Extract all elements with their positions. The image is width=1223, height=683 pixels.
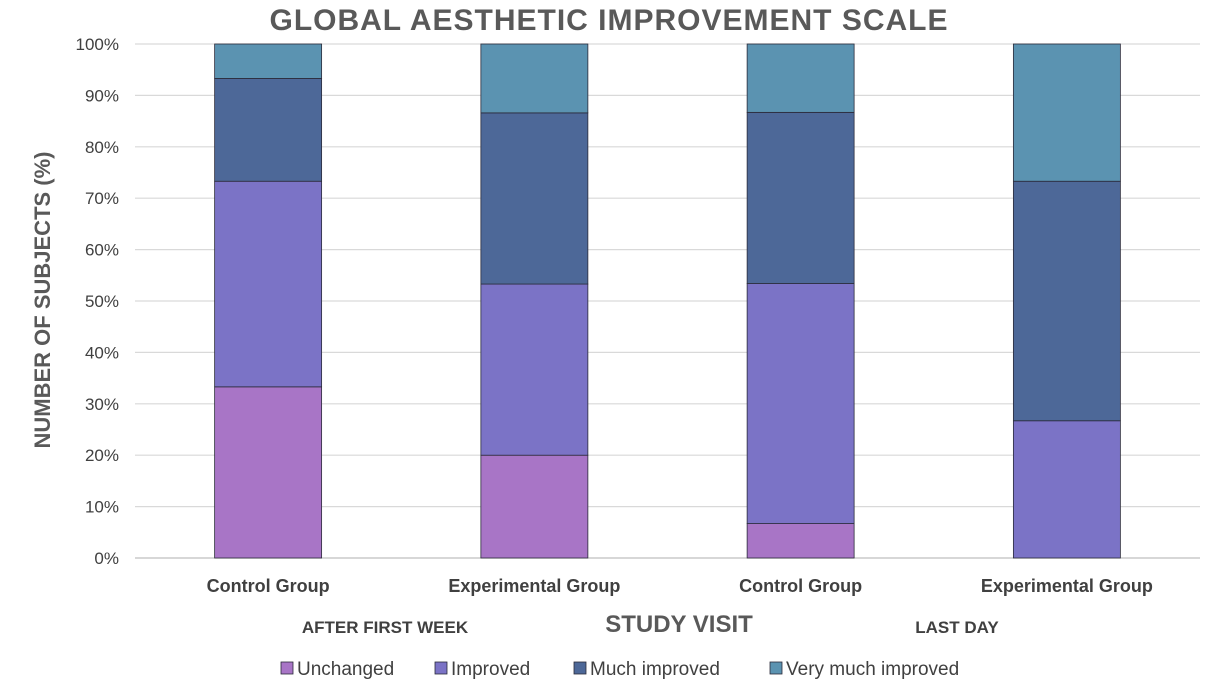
bar-segment-much-improved xyxy=(1012,180,1121,422)
x-category-label: Control Group xyxy=(207,576,330,596)
bar-segment-very-much-improved xyxy=(214,43,323,79)
bars xyxy=(214,43,1121,559)
x-axis-label: STUDY VISIT xyxy=(605,611,753,638)
y-tick-label: 10% xyxy=(85,498,119,517)
legend-label: Unchanged xyxy=(297,659,394,680)
legend-swatch xyxy=(434,661,448,675)
legend: Unchanged Improved Much improved Very much … xyxy=(280,659,959,680)
bar-segment-improved xyxy=(746,283,855,524)
bar-segment-much-improved xyxy=(214,78,323,182)
x-category-label: Experimental Group xyxy=(981,576,1153,596)
y-tick-label: 50% xyxy=(85,292,119,311)
x-category-label: Experimental Group xyxy=(448,576,620,596)
y-tick-label: 20% xyxy=(85,446,119,465)
x-category-label: Control Group xyxy=(739,576,862,596)
legend-label: Very much improved xyxy=(786,659,959,680)
y-axis-label: NUMBER OF SUBJECTS (%) xyxy=(30,151,55,448)
bar-segment-much-improved xyxy=(746,111,855,284)
bar-segment-very-much-improved xyxy=(1012,43,1121,182)
bar-segment-improved xyxy=(1012,420,1121,559)
y-tick-label: 40% xyxy=(85,343,119,362)
x-axis-categories: Control Group Experimental Group Control G… xyxy=(207,576,1153,596)
x-axis-groups: AFTER FIRST WEEK LAST DAY xyxy=(302,618,999,637)
chart-title: GLOBAL AESTHETIC IMPROVEMENT SCALE xyxy=(269,4,948,37)
legend-swatch xyxy=(769,661,783,675)
y-tick-label: 80% xyxy=(85,138,119,157)
legend-label: Improved xyxy=(451,659,530,680)
bar-segment-improved xyxy=(480,283,589,456)
y-tick-label: 100% xyxy=(76,35,119,54)
y-axis-ticks: 0% 10% 20% 30% 40% 50% 60% 70% 80% 90% 100% xyxy=(76,35,119,568)
y-tick-label: 30% xyxy=(85,395,119,414)
bar-segment-much-improved xyxy=(480,112,589,285)
bar-segment-very-much-improved xyxy=(746,43,855,113)
y-tick-label: 70% xyxy=(85,189,119,208)
bar-segment-improved xyxy=(214,180,323,388)
bar-segment-unchanged xyxy=(480,454,589,559)
legend-swatch xyxy=(573,661,587,675)
y-tick-label: 0% xyxy=(94,549,119,568)
bar-segment-unchanged xyxy=(214,386,323,559)
legend-swatch xyxy=(280,661,294,675)
y-tick-label: 60% xyxy=(85,241,119,260)
x-group-label: AFTER FIRST WEEK xyxy=(302,618,469,637)
legend-label: Much improved xyxy=(590,659,720,680)
y-tick-label: 90% xyxy=(85,86,119,105)
x-group-label: LAST DAY xyxy=(915,618,999,637)
bar-segment-unchanged xyxy=(746,523,855,559)
bar-segment-very-much-improved xyxy=(480,43,589,114)
